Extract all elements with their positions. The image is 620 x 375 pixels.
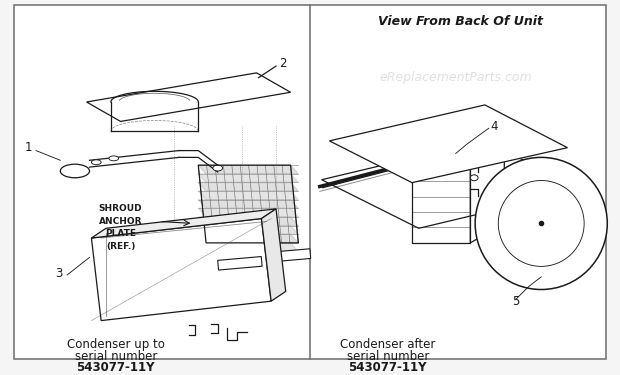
Polygon shape bbox=[262, 209, 286, 301]
Text: PLATE: PLATE bbox=[105, 229, 136, 238]
Polygon shape bbox=[198, 165, 298, 174]
Polygon shape bbox=[198, 182, 298, 191]
Text: 543077-11Y: 543077-11Y bbox=[76, 362, 155, 374]
Ellipse shape bbox=[60, 164, 89, 178]
Polygon shape bbox=[87, 73, 291, 122]
Polygon shape bbox=[198, 200, 298, 208]
Polygon shape bbox=[329, 105, 567, 183]
Text: Condenser after: Condenser after bbox=[340, 338, 435, 351]
Polygon shape bbox=[198, 209, 298, 217]
Bar bbox=[218, 256, 262, 270]
Ellipse shape bbox=[213, 165, 223, 171]
Circle shape bbox=[498, 180, 584, 266]
Polygon shape bbox=[198, 174, 298, 182]
Text: eReplacementParts.com: eReplacementParts.com bbox=[379, 71, 532, 84]
Text: View From Back Of Unit: View From Back Of Unit bbox=[378, 15, 543, 28]
Text: 5: 5 bbox=[512, 295, 520, 307]
Text: serial number: serial number bbox=[347, 350, 429, 363]
Circle shape bbox=[475, 158, 607, 290]
Ellipse shape bbox=[471, 175, 478, 181]
Polygon shape bbox=[198, 243, 298, 252]
Ellipse shape bbox=[109, 156, 118, 161]
Polygon shape bbox=[198, 226, 298, 234]
Text: (REF.): (REF.) bbox=[106, 242, 135, 251]
Text: 543077-11Y: 543077-11Y bbox=[348, 362, 427, 374]
Text: 2: 2 bbox=[279, 57, 286, 70]
Text: 3: 3 bbox=[56, 267, 63, 280]
Text: SHROUD: SHROUD bbox=[99, 204, 143, 213]
Polygon shape bbox=[198, 234, 298, 243]
Text: 4: 4 bbox=[491, 120, 498, 133]
Ellipse shape bbox=[91, 160, 101, 165]
Polygon shape bbox=[91, 209, 276, 238]
Text: serial number: serial number bbox=[74, 350, 157, 363]
Text: ANCHOR: ANCHOR bbox=[99, 217, 143, 226]
Text: Condenser up to: Condenser up to bbox=[67, 338, 165, 351]
Bar bbox=[266, 249, 311, 262]
Polygon shape bbox=[198, 217, 298, 226]
Polygon shape bbox=[91, 219, 271, 321]
Polygon shape bbox=[198, 191, 298, 200]
Text: 1: 1 bbox=[25, 141, 32, 154]
Polygon shape bbox=[322, 141, 582, 228]
